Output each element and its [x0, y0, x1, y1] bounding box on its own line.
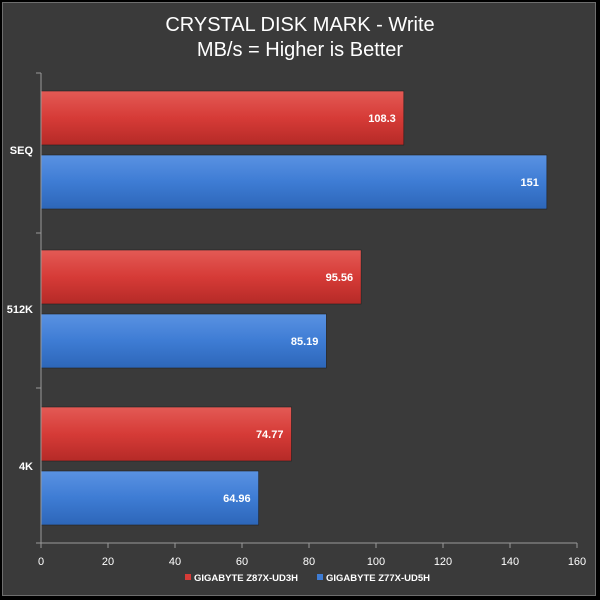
data-label: 95.56: [326, 272, 354, 284]
data-label: 85.19: [291, 336, 319, 348]
x-tick-label: 20: [102, 556, 114, 568]
legend-entry: GIGABYTE Z77X-UD5H: [326, 573, 430, 584]
x-tick-label: 100: [367, 556, 385, 568]
category-label: SEQ: [10, 145, 34, 157]
bar-z87x-512k: [40, 249, 362, 305]
data-label: 108.3: [368, 113, 396, 125]
bar-z87x-4k: [40, 406, 292, 462]
x-tick-label: 120: [434, 556, 452, 568]
legend-swatch: [317, 574, 323, 580]
x-tick-label: 60: [236, 556, 248, 568]
category-label: 512K: [7, 304, 33, 316]
bar-z77x-seq: [40, 154, 548, 210]
chart-subtitle: MB/s = Higher is Better: [196, 39, 404, 61]
x-tick-label: 160: [568, 556, 586, 568]
bar-z87x-seq: [40, 90, 405, 146]
x-tick-label: 40: [169, 556, 181, 568]
legend-entry: GIGABYTE Z87X-UD3H: [194, 573, 298, 584]
data-label: 64.96: [223, 493, 251, 505]
bar-z77x-512k: [40, 313, 327, 369]
data-label: 74.77: [256, 429, 284, 441]
data-label: 151: [520, 177, 538, 189]
category-label: 4K: [19, 461, 33, 473]
chart-title-line: CRYSTAL DISK MARK - Write: [165, 14, 435, 36]
bar-chart: 108.3 151 95.56 85.19 74.77 64.96 SEQ 512K 4K 0 2…: [7, 72, 586, 584]
legend-swatch: [185, 574, 191, 580]
bar-z77x-4k: [40, 470, 259, 526]
x-tick-label: 0: [38, 556, 44, 568]
chart-title: CRYSTAL DISK MARK - Write MB/s = Higher …: [3, 13, 597, 63]
x-tick-label: 80: [303, 556, 315, 568]
x-tick-label: 140: [501, 556, 519, 568]
